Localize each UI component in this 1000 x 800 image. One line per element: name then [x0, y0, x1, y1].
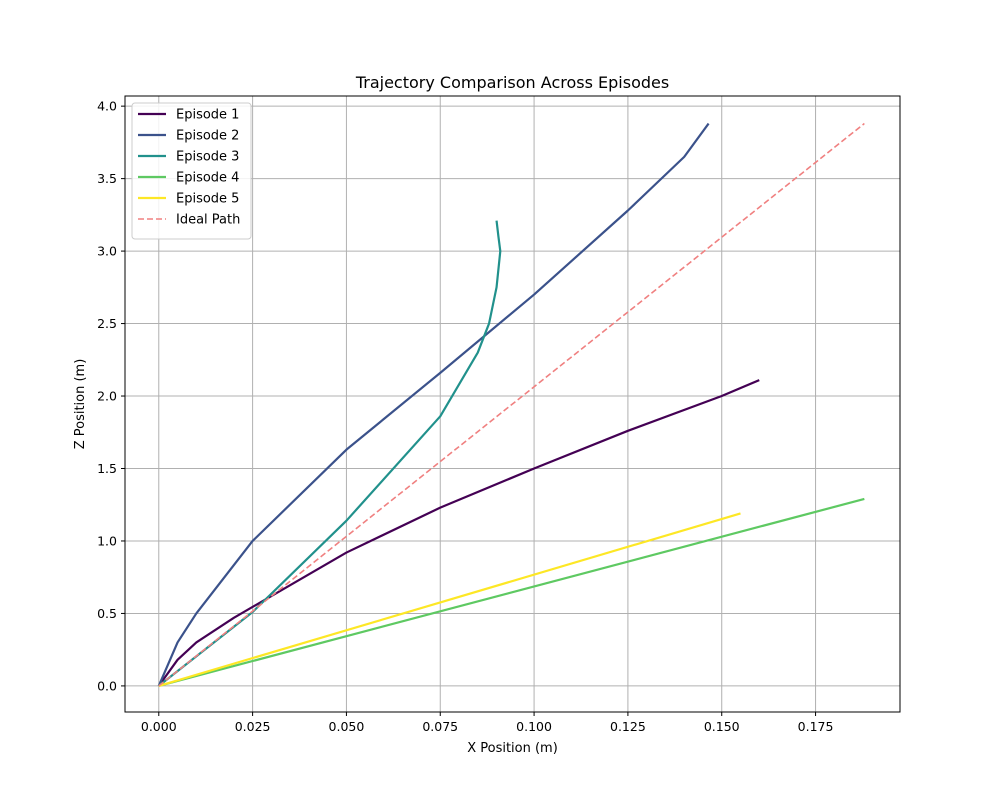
legend-label: Ideal Path [176, 213, 240, 228]
plot-area: 0.000 0.025 0.050 0.075 0.100 0.125 0.150 0.175… [97, 95, 901, 734]
x-tick-label: 0.075 [422, 719, 458, 734]
legend: Episode 1 Episode 2 Episode 3 Episode 4 Epis… [131, 102, 252, 240]
y-tick-label: 0.0 [97, 678, 117, 693]
x-tick-label: 0.175 [798, 719, 834, 734]
legend-box [131, 102, 252, 240]
x-tick-label: 0.025 [235, 719, 271, 734]
chart-title: Trajectory Comparison Across Episodes [355, 73, 669, 92]
y-tick-label: 1.0 [97, 533, 117, 548]
x-tick-label: 0.050 [329, 719, 365, 734]
series-line [157, 379, 760, 687]
series-line [157, 122, 710, 687]
x-tick-label: 0.000 [141, 719, 177, 734]
series-line [158, 512, 741, 687]
legend-label: Episode 2 [176, 129, 239, 144]
x-axis-label: X Position (m) [467, 741, 558, 756]
legend-label: Episode 4 [176, 171, 239, 186]
series-line [158, 220, 502, 687]
y-tick-label: 4.0 [97, 99, 117, 114]
x-tick-label: 0.100 [516, 719, 552, 734]
y-tick-label: 2.5 [97, 316, 117, 331]
y-axis-label: Z Position (m) [73, 359, 88, 450]
y-tick-label: 0.5 [97, 606, 117, 621]
x-tick-label: 0.150 [704, 719, 740, 734]
y-tick-label: 3.0 [97, 244, 117, 259]
legend-label: Episode 1 [176, 108, 239, 123]
legend-label: Episode 3 [176, 150, 239, 165]
y-tick-label: 1.5 [97, 461, 117, 476]
series-line [158, 122, 865, 687]
series-line [158, 497, 865, 687]
legend-label: Episode 5 [176, 192, 239, 207]
y-tick-label: 3.5 [97, 171, 117, 186]
y-tick-label: 2.0 [97, 389, 117, 404]
axes-frame [124, 95, 901, 713]
x-tick-label: 0.125 [610, 719, 646, 734]
